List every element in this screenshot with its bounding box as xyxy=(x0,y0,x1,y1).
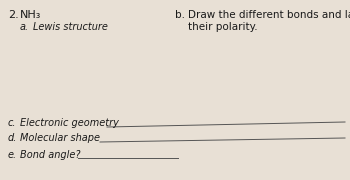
Text: NH₃: NH₃ xyxy=(20,10,41,20)
Text: e.: e. xyxy=(8,150,17,160)
Text: their polarity.: their polarity. xyxy=(188,22,258,32)
Text: c.: c. xyxy=(8,118,16,128)
Text: a.: a. xyxy=(20,22,29,32)
Text: Molecular shape: Molecular shape xyxy=(20,133,100,143)
Text: Lewis structure: Lewis structure xyxy=(33,22,108,32)
Text: Bond angle?: Bond angle? xyxy=(20,150,80,160)
Text: d.: d. xyxy=(8,133,18,143)
Text: b.: b. xyxy=(175,10,185,20)
Text: Draw the different bonds and label: Draw the different bonds and label xyxy=(188,10,350,20)
Text: Electronic geometry: Electronic geometry xyxy=(20,118,119,128)
Text: 2.: 2. xyxy=(8,10,19,20)
